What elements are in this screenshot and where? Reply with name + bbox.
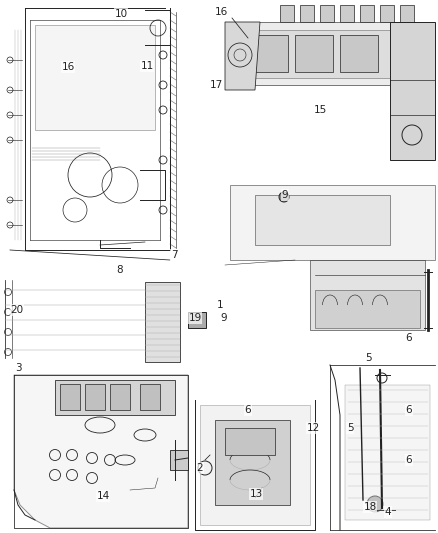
Polygon shape <box>60 384 80 410</box>
Polygon shape <box>295 35 333 72</box>
Polygon shape <box>250 35 288 72</box>
Text: 3: 3 <box>15 363 21 373</box>
Text: 4: 4 <box>385 507 391 517</box>
Text: 5: 5 <box>347 423 353 433</box>
Text: 1: 1 <box>217 300 223 310</box>
Text: 17: 17 <box>209 80 223 90</box>
Polygon shape <box>110 384 130 410</box>
Polygon shape <box>380 5 394 22</box>
Text: 16: 16 <box>214 7 228 17</box>
Text: 9: 9 <box>221 313 227 323</box>
Polygon shape <box>225 22 260 90</box>
Text: 15: 15 <box>313 105 327 115</box>
Polygon shape <box>35 25 155 130</box>
Polygon shape <box>255 195 390 245</box>
Polygon shape <box>345 385 430 520</box>
Text: 12: 12 <box>306 423 320 433</box>
Circle shape <box>279 192 289 202</box>
Text: 16: 16 <box>61 62 74 72</box>
Polygon shape <box>230 30 405 78</box>
Polygon shape <box>280 5 294 22</box>
Polygon shape <box>200 405 310 525</box>
Text: 14: 14 <box>96 491 110 501</box>
Polygon shape <box>14 375 188 528</box>
Polygon shape <box>360 5 374 22</box>
Polygon shape <box>400 5 414 22</box>
Polygon shape <box>170 450 188 470</box>
Text: 6: 6 <box>245 405 251 415</box>
Text: 19: 19 <box>188 313 201 323</box>
Polygon shape <box>320 5 334 22</box>
Polygon shape <box>225 22 415 85</box>
Text: 6: 6 <box>406 455 412 465</box>
Text: 10: 10 <box>114 9 127 19</box>
Polygon shape <box>85 384 105 410</box>
Polygon shape <box>315 290 420 328</box>
Polygon shape <box>215 420 290 505</box>
Polygon shape <box>140 384 160 410</box>
Polygon shape <box>188 312 206 328</box>
Text: 9: 9 <box>282 190 288 200</box>
Polygon shape <box>390 22 435 160</box>
Text: 6: 6 <box>406 405 412 415</box>
Text: 11: 11 <box>140 61 154 71</box>
Polygon shape <box>310 260 425 330</box>
Text: 7: 7 <box>171 250 177 260</box>
Text: 6: 6 <box>406 333 412 343</box>
Polygon shape <box>145 282 180 362</box>
Polygon shape <box>340 35 378 72</box>
Text: 2: 2 <box>197 463 203 473</box>
Polygon shape <box>55 380 175 415</box>
Circle shape <box>367 496 383 512</box>
Text: 8: 8 <box>117 265 124 275</box>
Polygon shape <box>340 5 354 22</box>
Polygon shape <box>225 428 275 455</box>
Text: 18: 18 <box>364 502 377 512</box>
Text: 20: 20 <box>11 305 24 315</box>
Polygon shape <box>300 5 314 22</box>
Text: 13: 13 <box>249 489 263 499</box>
Polygon shape <box>230 185 435 260</box>
Text: 5: 5 <box>366 353 372 363</box>
